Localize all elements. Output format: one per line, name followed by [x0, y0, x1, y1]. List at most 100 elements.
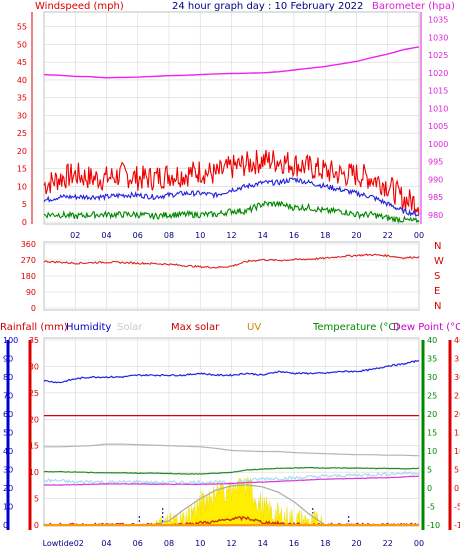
wind-x-tick-label: 04	[101, 231, 111, 240]
compass-label: W	[434, 256, 444, 267]
wind-tick-label: 10	[17, 182, 27, 191]
dewpoint-tick-label: 5	[454, 466, 459, 475]
dewpoint-tick-label: 20	[454, 410, 460, 419]
barometer-tick-label: 985	[428, 193, 443, 202]
climate-x-tick-label: 20	[351, 539, 361, 548]
wind-tick-label: 25	[17, 129, 27, 138]
rain-tick-label: 30	[29, 362, 39, 371]
climate-x-tick-label: 00	[414, 539, 424, 548]
temp-tick-label: 0	[427, 484, 432, 493]
dewpoint-tick-label: 15	[454, 429, 460, 438]
wind-x-tick-label: 02	[70, 231, 80, 240]
direction-tick-label: 270	[21, 256, 36, 265]
dewpoint-tick-label: 0	[454, 484, 459, 493]
dewpoint-tick-label: 30	[454, 373, 460, 382]
wind-x-tick-label: 22	[383, 231, 393, 240]
series-humidity	[43, 359, 420, 384]
dewpoint-tick-label: 40	[454, 336, 460, 345]
series-indoor	[44, 443, 420, 457]
series-wind-gust	[43, 149, 420, 215]
wind-x-tick-label: 18	[320, 231, 330, 240]
compass-label: N	[434, 301, 441, 312]
barometer-tick-label: 1010	[428, 104, 448, 113]
barometer-tick-label: 1015	[428, 87, 448, 96]
climate-x-tick-label: 18	[320, 539, 330, 548]
temp-tick-label: 25	[427, 392, 437, 401]
wind-tick-label: 5	[22, 200, 27, 209]
direction-ticks: 0 90 180 270 360	[21, 240, 36, 313]
legend-item: UV	[247, 322, 261, 333]
chart-title: 24 hour graph day : 10 February 2022	[172, 1, 363, 12]
legend-item: Temperature (°C)	[312, 322, 399, 333]
temp-tick-label: 20	[427, 410, 437, 419]
climate-series	[43, 359, 420, 527]
humidity-tick-label: 100	[3, 336, 18, 345]
rain-tick-label: 5	[34, 495, 39, 504]
climate-x-tick-label: 22	[383, 539, 393, 548]
direction-tick-label: 90	[26, 288, 36, 297]
legend-item: Humidity	[66, 322, 111, 333]
wind-tick-label: 50	[17, 40, 27, 49]
wind-x-tick-label: 10	[195, 231, 205, 240]
wind-tick-label: 30	[17, 111, 27, 120]
series-temperature	[43, 466, 419, 475]
wind-tick-label: 20	[17, 147, 27, 156]
bottom-legend: Rainfall (mm)Humidity Solar Max solar UV Tem…	[0, 322, 460, 333]
wind-x-tick-label: 20	[351, 231, 361, 240]
wind-tick-label: 0	[22, 218, 27, 227]
barometer-tick-label: 1000	[428, 140, 448, 149]
wind-tick-label: 40	[17, 76, 27, 85]
rain-tick-label: 35	[29, 336, 39, 345]
rain-tick-label: 10	[29, 468, 39, 477]
climate-x-tick-label: 16	[289, 539, 299, 548]
climate-x-tick-label: 10	[195, 539, 205, 548]
direction-series	[43, 253, 420, 269]
barometer-tick-label: 1020	[428, 69, 448, 78]
wind-ticks: 0510152025303540455055980985990995100010…	[17, 16, 449, 227]
climate-x-tick-label: Lowtide02	[43, 539, 84, 548]
dewpoint-tick-label: 35	[454, 355, 460, 364]
dewpoint-tick-label: 10	[454, 447, 460, 456]
barometer-tick-label: 1005	[428, 122, 448, 131]
direction-tick-label: 0	[31, 304, 36, 313]
wind-x-tick-label: 00	[414, 231, 424, 240]
wind-tick-label: 15	[17, 165, 27, 174]
rain-tick-label: 20	[29, 415, 39, 424]
temp-tick-label: -10	[427, 521, 440, 530]
barometer-tick-label: 980	[428, 211, 443, 220]
series-barometer	[43, 46, 420, 79]
barometer-tick-label: 1025	[428, 51, 448, 60]
legend-item: Dew Point (°C)	[393, 322, 460, 333]
legend-item: Max solar	[171, 322, 220, 333]
direction-tick-label: 360	[21, 240, 36, 249]
barometer-tick-label: 1035	[428, 16, 448, 25]
temp-tick-label: 5	[427, 466, 432, 475]
temp-tick-label: 15	[427, 429, 437, 438]
temp-tick-label: -5	[427, 503, 435, 512]
series-wind-direction	[43, 253, 420, 269]
humidity-tick-label: 0	[3, 521, 8, 530]
series-dew-point	[43, 475, 420, 486]
series-wind-average	[43, 176, 420, 217]
direction-grid	[44, 242, 420, 310]
rain-tick-label: 25	[29, 389, 39, 398]
compass-label: S	[434, 271, 440, 282]
wind-x-tick-label: 12	[226, 231, 236, 240]
compass-label: E	[434, 286, 440, 297]
barometer-axis-label: Barometer (hpa)	[372, 1, 455, 12]
wind-x-tick-label: 06	[133, 231, 143, 240]
wind-tick-label: 35	[17, 94, 27, 103]
legend-item: Solar	[117, 322, 143, 333]
wind-x-ticks: 02 04 06 08 10 12 14 16 18 20 22 00	[70, 231, 424, 240]
climate-x-ticks: Lowtide02 04 06 08 10 12 14 16 18 20 22 00	[43, 539, 424, 548]
temp-tick-label: 10	[427, 447, 437, 456]
climate-x-tick-label: 06	[133, 539, 143, 548]
dewpoint-tick-label: -5	[454, 503, 460, 512]
barometer-tick-label: 1030	[428, 33, 448, 42]
wind-x-tick-label: 14	[258, 231, 268, 240]
climate-x-tick-label: 08	[164, 539, 174, 548]
direction-tick-label: 180	[21, 272, 36, 281]
